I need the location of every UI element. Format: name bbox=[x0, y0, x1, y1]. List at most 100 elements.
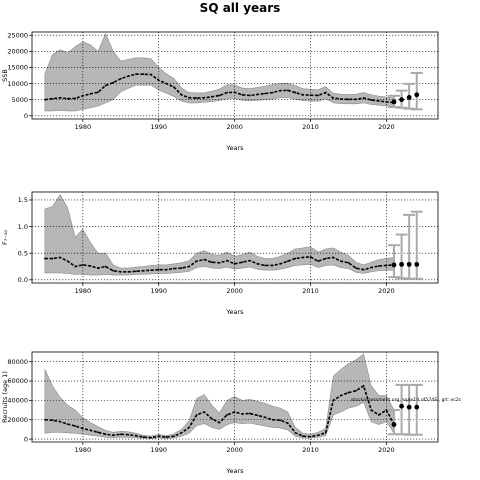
estimate-point bbox=[119, 77, 122, 80]
estimate-point bbox=[165, 268, 168, 271]
y-axis-label: SSB bbox=[1, 69, 9, 82]
page-title: SQ all years bbox=[200, 1, 281, 15]
estimate-point bbox=[362, 97, 365, 99]
estimate-point bbox=[188, 96, 190, 99]
x-tick-label: 1990 bbox=[150, 446, 167, 454]
estimate-point bbox=[294, 91, 297, 94]
estimate-point bbox=[135, 73, 137, 76]
estimate-point bbox=[44, 418, 46, 421]
ssb-panel: 1980 1990 2000 2010 2020 0 5000 10000 15000 20000… bbox=[1, 31, 439, 152]
x-tick-label: 1980 bbox=[75, 446, 92, 454]
y-tick-label: 5000 bbox=[11, 96, 28, 104]
estimate-point bbox=[370, 99, 373, 101]
y-axis-label: F₇₋₁₀ bbox=[1, 230, 9, 245]
estimate-point bbox=[89, 429, 92, 432]
estimate-point bbox=[89, 265, 92, 267]
estimate-point bbox=[203, 258, 206, 261]
estimate-point bbox=[112, 434, 115, 437]
plot-area bbox=[32, 192, 438, 283]
estimate-point bbox=[44, 257, 46, 260]
estimate-point bbox=[286, 89, 289, 92]
estimate-point bbox=[355, 389, 357, 392]
forecast-point bbox=[391, 262, 397, 268]
forecast-point bbox=[414, 261, 420, 267]
y-tick-label: 60000 bbox=[7, 377, 28, 385]
x-tick-label: 2020 bbox=[378, 287, 395, 295]
estimate-point bbox=[324, 257, 327, 260]
x-axis-label: Years bbox=[225, 144, 244, 152]
estimate-point bbox=[180, 267, 183, 269]
estimate-point bbox=[248, 259, 251, 262]
estimate-point bbox=[309, 435, 312, 438]
forecast-point bbox=[414, 92, 420, 98]
forecast-point bbox=[391, 422, 397, 427]
y-axis-label: Recruits (age 1) bbox=[1, 371, 9, 423]
estimate-point bbox=[332, 97, 335, 99]
estimate-point bbox=[81, 264, 84, 266]
estimate-point bbox=[112, 81, 115, 84]
forecast-point bbox=[406, 95, 412, 100]
y-tick-label: 15000 bbox=[7, 64, 28, 72]
estimate-point bbox=[157, 79, 160, 82]
estimate-point bbox=[44, 98, 46, 101]
estimate-point bbox=[173, 435, 175, 438]
estimate-point bbox=[279, 89, 282, 92]
estimate-point bbox=[271, 91, 274, 94]
y-tick-label: 1.0 bbox=[18, 223, 28, 231]
estimate-point bbox=[135, 270, 137, 273]
plot-frame bbox=[31, 191, 439, 284]
estimate-point bbox=[340, 260, 342, 263]
estimate-point bbox=[370, 409, 373, 411]
estimate-point bbox=[81, 94, 84, 97]
estimate-point bbox=[279, 419, 282, 422]
plot-frame bbox=[31, 351, 439, 443]
forecast-point bbox=[399, 403, 404, 409]
estimate-point bbox=[271, 418, 274, 421]
estimate-point bbox=[377, 100, 380, 102]
estimate-point bbox=[248, 412, 251, 415]
forecast-point bbox=[414, 404, 420, 410]
estimate-point bbox=[150, 269, 152, 272]
y-tick-label: 0 bbox=[24, 112, 28, 120]
estimate-point bbox=[362, 385, 365, 387]
forecast-point bbox=[399, 261, 404, 267]
estimate-point bbox=[157, 435, 160, 438]
estimate-point bbox=[264, 264, 266, 267]
y-tick-label: 20000 bbox=[7, 48, 28, 56]
x-tick-label: 2000 bbox=[226, 287, 243, 295]
estimate-point bbox=[195, 97, 198, 99]
estimate-point bbox=[127, 270, 130, 273]
estimate-point bbox=[264, 92, 266, 95]
estimate-point bbox=[59, 420, 61, 423]
estimate-point bbox=[233, 262, 236, 265]
estimate-point bbox=[332, 399, 335, 402]
estimate-point bbox=[309, 256, 312, 258]
estimate-point bbox=[195, 414, 198, 416]
estimate-point bbox=[385, 101, 388, 103]
estimate-point bbox=[256, 414, 259, 417]
fishing-mortality-panel: 1980 1990 2000 2010 2020 0.0 0.5 1.0 1.5 Years F₇₋… bbox=[1, 191, 439, 316]
estimate-point bbox=[309, 94, 312, 97]
estimate-point bbox=[218, 261, 221, 264]
estimate-point bbox=[377, 265, 380, 267]
estimate-point bbox=[317, 434, 319, 437]
confidence-band bbox=[44, 353, 395, 439]
estimate-point bbox=[188, 265, 190, 268]
estimate-point bbox=[248, 94, 251, 97]
estimate-point bbox=[324, 91, 327, 94]
estimate-point bbox=[150, 73, 152, 76]
estimate-point bbox=[180, 93, 183, 96]
estimate-point bbox=[355, 98, 357, 101]
estimate-point bbox=[203, 411, 206, 413]
x-tick-label: 2010 bbox=[302, 287, 319, 295]
estimate-point bbox=[51, 419, 54, 422]
estimate-point bbox=[165, 82, 168, 85]
x-tick-label: 2010 bbox=[302, 123, 319, 131]
estimate-point bbox=[241, 261, 244, 264]
forecast-point bbox=[391, 99, 397, 105]
plot-area bbox=[32, 32, 438, 119]
estimate-point bbox=[59, 96, 61, 99]
y-tick-label: 1.5 bbox=[18, 196, 28, 204]
y-tick-label: 20000 bbox=[7, 416, 28, 424]
estimate-point bbox=[370, 266, 373, 269]
